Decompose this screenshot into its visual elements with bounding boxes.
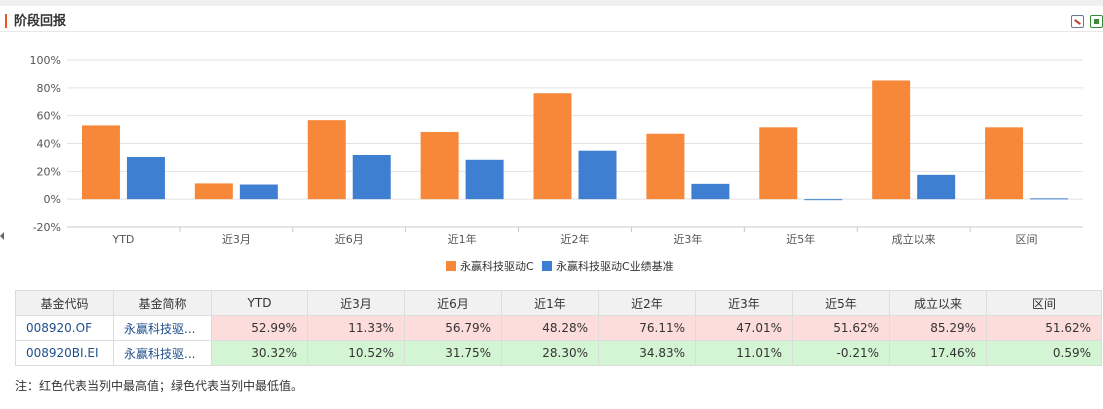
table-cell: 52.99% [211, 315, 308, 341]
export-excel-icon[interactable] [1090, 15, 1103, 28]
chart-grid [67, 59, 1083, 232]
bar-fund [985, 127, 1024, 200]
x-tick-label: 近1年 [448, 232, 477, 246]
benchmark-code-link[interactable]: 008920BI.EI [15, 340, 114, 366]
x-tick-label: 成立以来 [892, 232, 936, 246]
x-tick-label: 区间 [1016, 233, 1038, 246]
section-header: 阶段回报 [0, 6, 1103, 32]
legend-swatch [542, 261, 552, 271]
bar-benchmark [691, 183, 730, 200]
y-tick-label: -20% [33, 221, 61, 234]
bar-fund [872, 80, 911, 200]
table-cell: 56.79% [404, 315, 502, 341]
bar-benchmark [917, 174, 956, 200]
table-row: 008920BI.EI 永赢科技驱... 30.32% 10.52% 31.75… [15, 340, 1102, 366]
bar-benchmark [578, 150, 617, 200]
y-axis-ticks: 100% 80% 60% 40% 20% 0% -20% [30, 54, 61, 234]
stage-return-chart: 100% 80% 60% 40% 20% 0% -20% YTD 近3月 近6月 近1年 近2年 近3… [30, 54, 1083, 273]
bar-benchmark [352, 154, 391, 200]
y-tick-label: 60% [37, 110, 61, 123]
bar-fund [194, 183, 233, 200]
bar-fund [646, 133, 685, 200]
table-cell: 30.32% [211, 340, 308, 366]
x-tick-label: 近3月 [222, 233, 251, 246]
chart-legend[interactable]: 永赢科技驱动C 永赢科技驱动C业绩基准 [446, 259, 674, 273]
chart-zoom-icon[interactable] [1071, 15, 1084, 28]
legend-swatch [446, 261, 456, 271]
table-cell: 0.59% [986, 340, 1102, 366]
x-tick-label: YTD [111, 233, 134, 246]
col-header: 近1年 [501, 290, 599, 316]
bar-benchmark [126, 156, 165, 200]
bar-fund [307, 120, 346, 200]
bar-fund [420, 131, 459, 200]
table-cell: 34.83% [598, 340, 696, 366]
col-header: 近2年 [598, 290, 696, 316]
bar-fund [533, 93, 572, 200]
table-row: 008920.OF 永赢科技驱... 52.99% 11.33% 56.79% … [15, 315, 1102, 341]
table-cell: 47.01% [695, 315, 793, 341]
y-tick-label: 0% [44, 193, 61, 206]
y-tick-label: 80% [37, 82, 61, 95]
x-tick-label: 近6月 [335, 233, 364, 246]
x-tick-label: 近2年 [561, 232, 590, 246]
table-note: 注：红色代表当列中最高值；绿色代表当列中最低值。 [15, 379, 304, 393]
x-axis-ticks: YTD 近3月 近6月 近1年 近2年 近3年 近5年 成立以来 区间 [111, 232, 1037, 246]
table-cell: -0.21% [792, 340, 890, 366]
bar-benchmark [239, 184, 278, 200]
benchmark-name-link[interactable]: 永赢科技驱... [113, 340, 212, 366]
section-title: 阶段回报 [14, 14, 67, 29]
bar-fund [759, 127, 798, 200]
table-cell: 11.33% [307, 315, 405, 341]
table-cell: 85.29% [889, 315, 987, 341]
table-cell: 17.46% [889, 340, 987, 366]
return-table: 基金代码 基金简称 YTD 近3月 近6月 近1年 近2年 近3年 近5年 成立… [15, 290, 1102, 366]
table-cell: 31.75% [404, 340, 502, 366]
bar-fund [81, 125, 120, 200]
title-accent-bar [5, 14, 7, 28]
table-cell: 48.28% [501, 315, 599, 341]
col-header: 基金代码 [15, 290, 114, 316]
col-header: 成立以来 [889, 290, 987, 316]
col-header: 近5年 [792, 290, 890, 316]
legend-label: 永赢科技驱动C [460, 259, 534, 273]
table-cell: 76.11% [598, 315, 696, 341]
legend-label: 永赢科技驱动C业绩基准 [556, 259, 674, 273]
chart-bars [81, 80, 1069, 201]
bar-benchmark [804, 199, 843, 201]
col-header: 区间 [986, 290, 1102, 316]
bar-benchmark [465, 159, 504, 200]
x-tick-label: 近5年 [786, 232, 815, 246]
y-tick-label: 20% [37, 165, 61, 178]
table-cell: 11.01% [695, 340, 793, 366]
x-tick-label: 近3年 [673, 232, 702, 246]
fund-code-link[interactable]: 008920.OF [15, 315, 114, 341]
table-cell: 10.52% [307, 340, 405, 366]
col-header: 近6月 [404, 290, 502, 316]
y-tick-label: 100% [30, 54, 61, 67]
col-header: 基金简称 [113, 290, 212, 316]
collapse-caret-icon[interactable] [0, 232, 4, 240]
table-header-row: 基金代码 基金简称 YTD 近3月 近6月 近1年 近2年 近3年 近5年 成立… [15, 290, 1102, 316]
table-cell: 51.62% [986, 315, 1102, 341]
fund-name-link[interactable]: 永赢科技驱... [113, 315, 212, 341]
table-cell: 51.62% [792, 315, 890, 341]
col-header: 近3月 [307, 290, 405, 316]
y-tick-label: 40% [37, 138, 61, 151]
col-header: YTD [211, 290, 308, 316]
top-strip [0, 0, 1103, 6]
table-cell: 28.30% [501, 340, 599, 366]
col-header: 近3年 [695, 290, 793, 316]
bar-benchmark [1030, 198, 1069, 200]
